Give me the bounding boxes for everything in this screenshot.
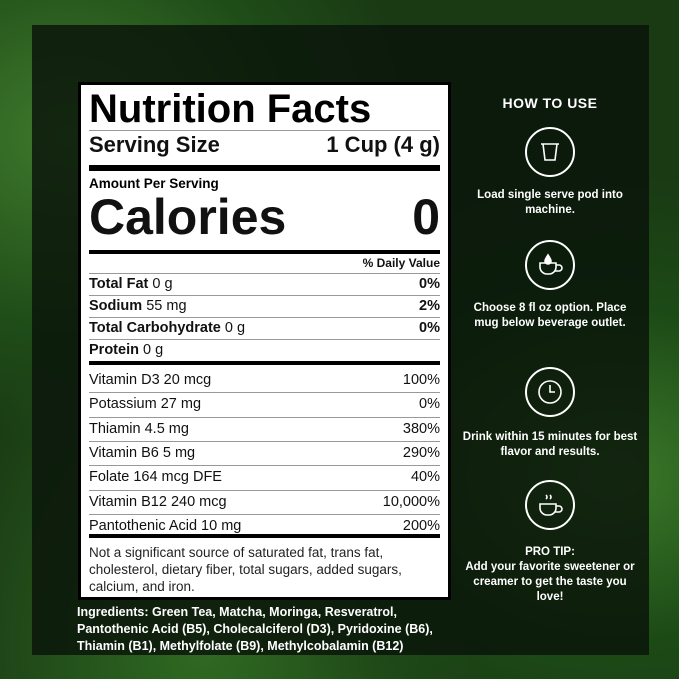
vitamin-dv: 10,000% <box>382 493 440 510</box>
divider <box>89 273 440 274</box>
divider <box>89 295 440 296</box>
vitamin-name: Thiamin 4.5 mg <box>89 420 189 437</box>
nutrient-label: Total Carbohydrate <box>89 320 221 336</box>
vitamin-name: Vitamin B12 240 mcg <box>89 493 227 510</box>
nutrient-name: Total Fat 0 g <box>89 276 173 292</box>
calories-value: 0 <box>412 189 440 245</box>
nutrient-name: Protein 0 g <box>89 342 163 358</box>
vitamin-dv: 380% <box>402 420 440 437</box>
vitamin-dv: 0% <box>419 396 440 413</box>
calories: Calories 0 <box>89 189 440 245</box>
pro-tip-title: PRO TIP: <box>525 546 575 558</box>
vitamin-name: Folate 164 mcg DFE <box>89 469 222 486</box>
divider <box>89 392 440 394</box>
thick-divider <box>89 534 440 538</box>
vitamin-row: Vitamin B12 240 mcg 10,000% <box>89 494 440 510</box>
nutrient-dv: 0% <box>419 276 440 292</box>
how-to-use-title: HOW TO USE <box>502 95 598 111</box>
vitamin-row: Folate 164 mcg DFE 40% <box>89 469 440 485</box>
divider <box>89 339 440 340</box>
nutrient-row: Protein 0 g <box>89 342 440 358</box>
vitamin-name: Vitamin D3 20 mcg <box>89 372 212 388</box>
vitamin-row: Thiamin 4.5 mg 380% <box>89 421 440 437</box>
nutrient-amount: 0 g <box>224 320 246 336</box>
vitamin-dv: 40% <box>410 469 440 486</box>
nutrition-facts-label: Nutrition Facts Serving Size 1 Cup (4 g)… <box>78 82 451 600</box>
nutrient-amount: 0 g <box>152 276 173 292</box>
nutrient-amount: 55 mg <box>146 298 187 314</box>
vitamin-name: Potassium 27 mg <box>89 396 202 413</box>
vitamin-dv: 200% <box>402 517 440 534</box>
nutrient-label: Total Fat <box>89 276 149 292</box>
steaming-cup-icon <box>525 480 575 530</box>
ingredients: Ingredients: Green Tea, Matcha, Moringa,… <box>77 605 433 653</box>
footnote: Not a significant source of saturated fa… <box>89 545 402 594</box>
thick-divider <box>89 361 440 365</box>
serving-size-label: Serving Size <box>89 132 220 157</box>
serving-size: Serving Size 1 Cup (4 g) <box>89 132 440 158</box>
divider <box>89 317 440 318</box>
daily-value-header-text: % Daily Value <box>362 256 440 270</box>
amount-per-serving: Amount Per Serving <box>89 176 219 191</box>
step-4-text: Add your favorite sweetener or creamer t… <box>465 561 635 603</box>
vitamin-row: Pantothenic Acid 10 mg 200% <box>89 518 440 534</box>
divider <box>89 465 440 467</box>
vitamin-row: Vitamin D3 20 mcg 100% <box>89 372 440 388</box>
nutrient-label: Sodium <box>89 298 143 314</box>
thick-divider <box>89 165 440 171</box>
serving-size-value: 1 Cup (4 g) <box>326 132 440 157</box>
vitamin-row: Vitamin B6 5 mg 290% <box>89 445 440 461</box>
divider <box>89 440 440 442</box>
step-2-text: Choose 8 fl oz option. Place mug below b… <box>473 302 627 329</box>
divider <box>89 130 440 131</box>
nutrient-row: Sodium 55 mg 2% <box>89 298 440 314</box>
daily-value-header: % Daily Value <box>89 256 440 270</box>
vitamin-dv: 290% <box>402 444 440 461</box>
nutrient-amount: 0 g <box>142 342 164 358</box>
vitamin-row: Potassium 27 mg 0% <box>89 396 440 412</box>
nutrient-name: Sodium 55 mg <box>89 298 187 314</box>
calories-label: Calories <box>89 189 287 245</box>
divider <box>89 513 440 515</box>
nutrient-row: Total Fat 0 g 0% <box>89 276 440 292</box>
step-3-text: Drink within 15 minutes for best flavor … <box>462 431 638 458</box>
nutrient-row: Total Carbohydrate 0 g 0% <box>89 320 440 336</box>
nutrient-name: Total Carbohydrate 0 g <box>89 320 245 336</box>
step-1-text: Load single serve pod into machine. <box>477 189 623 216</box>
nutrient-dv: 2% <box>419 298 440 314</box>
thick-divider <box>89 250 440 254</box>
vitamin-name: Vitamin B6 5 mg <box>89 444 196 461</box>
nutrient-label: Protein <box>89 342 139 358</box>
pod-icon <box>525 127 575 177</box>
mug-drop-icon <box>525 240 575 290</box>
divider <box>89 416 440 418</box>
vitamin-dv: 100% <box>402 372 440 388</box>
label-title: Nutrition Facts <box>89 87 372 131</box>
clock-icon <box>525 367 575 417</box>
nutrient-dv: 0% <box>419 320 440 336</box>
vitamin-name: Pantothenic Acid 10 mg <box>89 517 242 534</box>
divider <box>89 489 440 491</box>
